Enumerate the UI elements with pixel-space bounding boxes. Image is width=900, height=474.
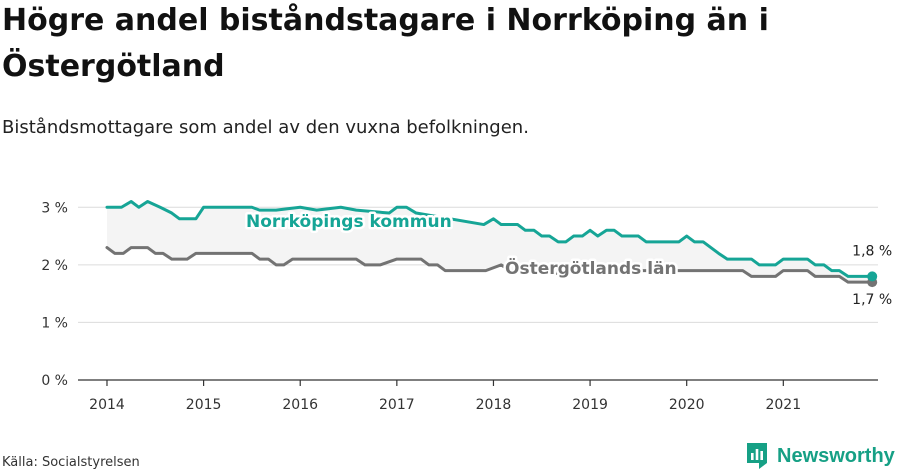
x-tick-label: 2015 bbox=[186, 397, 222, 413]
y-tick-label: 0 % bbox=[41, 373, 68, 389]
end-value-label: 1,8 % bbox=[852, 243, 892, 259]
x-tick-label: 2019 bbox=[572, 397, 608, 413]
x-tick-label: 2020 bbox=[669, 397, 705, 413]
brand-name: Newsworthy bbox=[777, 444, 895, 467]
series-line bbox=[105, 246, 874, 284]
chart-subtitle: Biståndsmottagare som andel av den vuxna… bbox=[2, 117, 529, 138]
line-chart: 0 % 1 % 2 % 3 % 2014 2015 2016 2017 2018 2019 202… bbox=[41, 200, 893, 413]
y-tick-label: 3 % bbox=[41, 200, 68, 216]
y-tick-label: 2 % bbox=[41, 258, 68, 274]
series-name-label: Östergötlands län bbox=[505, 257, 677, 279]
x-tick-label: 2016 bbox=[282, 397, 318, 413]
x-tick-label: 2018 bbox=[476, 397, 512, 413]
source-note: Källa: Socialstyrelsen bbox=[2, 455, 140, 470]
end-value-label: 1,7 % bbox=[852, 292, 892, 308]
series-lines bbox=[105, 200, 878, 288]
chart-title: Högre andel biståndstagare i Norrköping … bbox=[2, 3, 769, 84]
x-tick-label: 2017 bbox=[379, 397, 415, 413]
newsworthy-logo-icon bbox=[747, 443, 767, 469]
series-end-point bbox=[867, 271, 878, 282]
difference-band bbox=[106, 201, 873, 283]
x-tick-label: 2014 bbox=[89, 397, 125, 413]
series-name-label: Norrköpings kommun bbox=[246, 212, 452, 232]
series-line bbox=[105, 200, 874, 278]
x-tick-label: 2021 bbox=[765, 397, 801, 413]
series-labels: Norrköpings kommun Östergötlands län 1,8 %… bbox=[244, 210, 893, 309]
brand-logo: Newsworthy bbox=[745, 441, 895, 471]
axes: 2014 2015 2016 2017 2018 2019 2020 2021 bbox=[78, 379, 878, 413]
y-tick-label: 1 % bbox=[41, 315, 68, 331]
